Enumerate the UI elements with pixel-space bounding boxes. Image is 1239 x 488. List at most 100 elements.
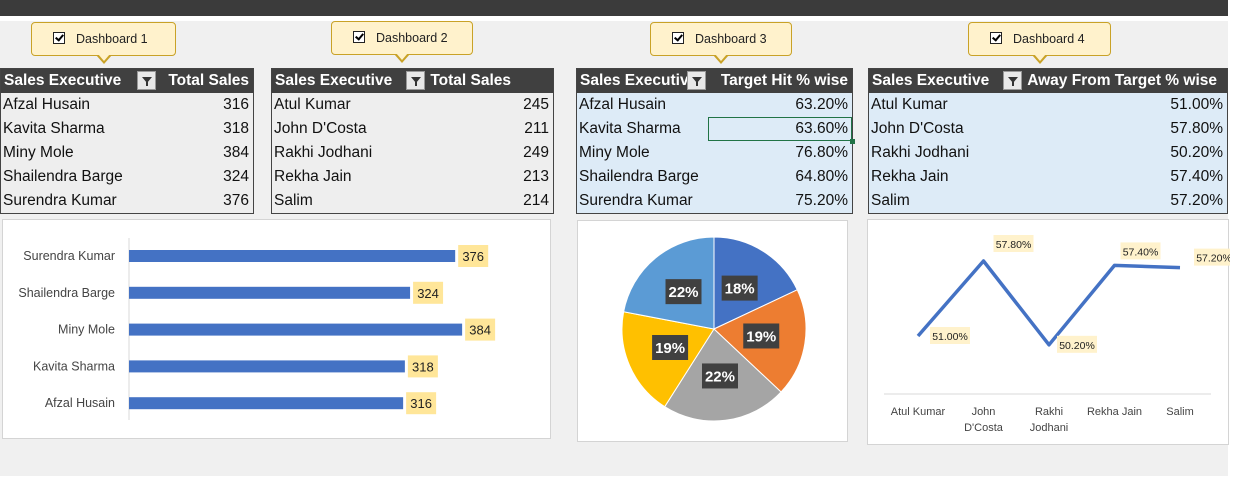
header-sales-executive[interactable]: Sales Executive: [872, 72, 990, 89]
cell-name[interactable]: John D'Costa: [274, 120, 367, 137]
table-row[interactable]: John D'Costa 57.80%: [869, 117, 1227, 141]
selected-cell[interactable]: [708, 117, 855, 144]
cell-name[interactable]: Miny Mole: [3, 144, 74, 161]
cell-value[interactable]: 64.80%: [795, 168, 848, 185]
cell-value[interactable]: 214: [523, 192, 549, 209]
cell-value[interactable]: 324: [223, 168, 249, 185]
table-row[interactable]: Rekha Jain 57.40%: [869, 165, 1227, 189]
table-row[interactable]: Surendra Kumar 376: [1, 189, 253, 213]
cell-name[interactable]: Rakhi Jodhani: [871, 144, 970, 161]
cell-name[interactable]: Afzal Husain: [579, 96, 667, 113]
table-row[interactable]: Rakhi Jodhani 249: [272, 141, 553, 165]
cell-value[interactable]: 75.20%: [795, 192, 848, 209]
cell-name[interactable]: Shailendra Barge: [579, 168, 699, 185]
cell-value[interactable]: 76.80%: [795, 144, 848, 161]
cell-name[interactable]: Surendra Kumar: [579, 192, 693, 209]
cell-name[interactable]: Salim: [274, 192, 313, 209]
line-data-label: 57.20%: [1196, 253, 1230, 265]
bar-data-label-bg: [458, 245, 489, 267]
line-series: [916, 259, 1181, 347]
cell-name[interactable]: Salim: [871, 192, 910, 209]
table-row[interactable]: Shailendra Barge 64.80%: [577, 165, 852, 189]
header-total-sales[interactable]: Total Sales: [430, 72, 511, 89]
pie-chart-panel[interactable]: 18% 19% 22% 19% 22%: [577, 220, 848, 442]
cell-value[interactable]: 51.00%: [1170, 96, 1223, 113]
checkbox-checked-icon[interactable]: [672, 32, 684, 44]
cell-value[interactable]: 245: [523, 96, 549, 113]
pie-label-bg: [721, 275, 758, 301]
table-row[interactable]: Surendra Kumar 75.20%: [577, 189, 852, 213]
cell-value[interactable]: 211: [524, 120, 549, 137]
table-row[interactable]: Atul Kumar 245: [272, 93, 553, 117]
cell-name[interactable]: Rekha Jain: [871, 168, 949, 185]
cell-name[interactable]: Kavita Sharma: [579, 120, 681, 137]
cell-value[interactable]: 57.40%: [1170, 168, 1223, 185]
header-target-hit[interactable]: Target Hit % wise: [720, 72, 848, 89]
header-total-sales[interactable]: Total Sales: [168, 72, 249, 89]
table-row[interactable]: Salim 57.20%: [869, 189, 1227, 213]
line-data-label-bg: [1194, 248, 1230, 266]
cell-name[interactable]: Rekha Jain: [274, 168, 352, 185]
table-row[interactable]: Afzal Husain 63.20%: [577, 93, 852, 117]
cell-value[interactable]: 318: [223, 120, 249, 137]
header-away-from-target[interactable]: Away From Target % wise: [1027, 72, 1217, 89]
cell-name[interactable]: Shailendra Barge: [3, 168, 123, 185]
checkbox-checked-icon[interactable]: [353, 31, 365, 43]
dashboard-1-toggle[interactable]: Dashboard 1: [31, 22, 176, 64]
cell-value[interactable]: 50.20%: [1170, 144, 1223, 161]
bar-chart-panel[interactable]: Surendra Kumar 376 Shailendra Barge 324 Miny…: [2, 219, 551, 439]
bar-category-label: Miny Mole: [58, 323, 115, 337]
cell-name[interactable]: Miny Mole: [579, 144, 650, 161]
table-row[interactable]: Kavita Sharma 318: [1, 117, 253, 141]
bar-data-label: 384: [469, 323, 491, 338]
line-data-label-bg: [1120, 242, 1161, 260]
line-chart[interactable]: 51.00% 57.80% 50.20% 57.40% 57.20% Atul Kumar…: [868, 220, 1230, 446]
cell-value[interactable]: 384: [223, 144, 249, 161]
table-dashboard-2: Sales Executive Total Sales Atul Kumar 24…: [271, 68, 554, 214]
line-chart-panel[interactable]: 51.00% 57.80% 50.20% 57.40% 57.20% Atul Kumar…: [867, 219, 1230, 446]
table-row[interactable]: John D'Costa 211: [272, 117, 553, 141]
cell-value[interactable]: 63.20%: [795, 96, 848, 113]
pie-chart[interactable]: 18% 19% 22% 19% 22%: [578, 221, 849, 443]
dashboard-3-toggle[interactable]: Dashboard 3: [650, 22, 792, 64]
dashboard-4-toggle[interactable]: Dashboard 4: [968, 22, 1111, 64]
table-row[interactable]: Kavita Sharma 63.60%: [577, 117, 855, 144]
cell-name[interactable]: Rakhi Jodhani: [274, 144, 373, 161]
cell-name[interactable]: Atul Kumar: [274, 96, 351, 113]
dashboard-2-toggle[interactable]: Dashboard 2: [331, 21, 473, 63]
cell-name[interactable]: Afzal Husain: [3, 96, 91, 113]
table-row[interactable]: Rekha Jain 213: [272, 165, 553, 189]
checkbox-checked-icon[interactable]: [990, 32, 1002, 44]
header-sales-executive[interactable]: Sales Executive: [4, 72, 122, 89]
filter-icon[interactable]: [1003, 71, 1022, 90]
header-sales-executive[interactable]: Sales Executiv: [580, 72, 689, 89]
table-row[interactable]: Miny Mole 76.80%: [577, 141, 852, 165]
cell-value[interactable]: 316: [223, 96, 249, 113]
cell-name[interactable]: Surendra Kumar: [3, 192, 117, 209]
filter-icon[interactable]: [406, 71, 425, 90]
cell-name[interactable]: Kavita Sharma: [3, 120, 105, 137]
right-edge: [1228, 0, 1239, 488]
bar-chart[interactable]: Surendra Kumar 376 Shailendra Barge 324 Miny…: [3, 220, 552, 440]
cell-value[interactable]: 63.60%: [795, 120, 848, 137]
cell-value[interactable]: 376: [223, 192, 249, 209]
cell-value[interactable]: 213: [523, 168, 549, 185]
cell-value[interactable]: 57.20%: [1170, 192, 1223, 209]
cell-value[interactable]: 249: [523, 144, 549, 161]
cell-name[interactable]: Atul Kumar: [871, 96, 948, 113]
cell-value[interactable]: 57.80%: [1170, 120, 1223, 137]
filter-icon[interactable]: [687, 71, 706, 90]
table-row[interactable]: Salim 214: [272, 189, 553, 213]
checkbox-checked-icon[interactable]: [53, 32, 65, 44]
table-row[interactable]: Afzal Husain 316: [1, 93, 253, 117]
table-row[interactable]: Miny Mole 384: [1, 141, 253, 165]
bar-data-label-bg: [406, 392, 437, 415]
line-data-label: 51.00%: [932, 331, 968, 343]
filter-icon[interactable]: [137, 71, 156, 90]
table-row[interactable]: Rakhi Jodhani 50.20%: [869, 141, 1227, 165]
header-sales-executive[interactable]: Sales Executive: [275, 72, 393, 89]
cell-name[interactable]: John D'Costa: [871, 120, 964, 137]
table-row[interactable]: Atul Kumar 51.00%: [869, 93, 1227, 117]
table-row[interactable]: Shailendra Barge 324: [1, 165, 253, 189]
pie-label-bg: [652, 334, 689, 360]
